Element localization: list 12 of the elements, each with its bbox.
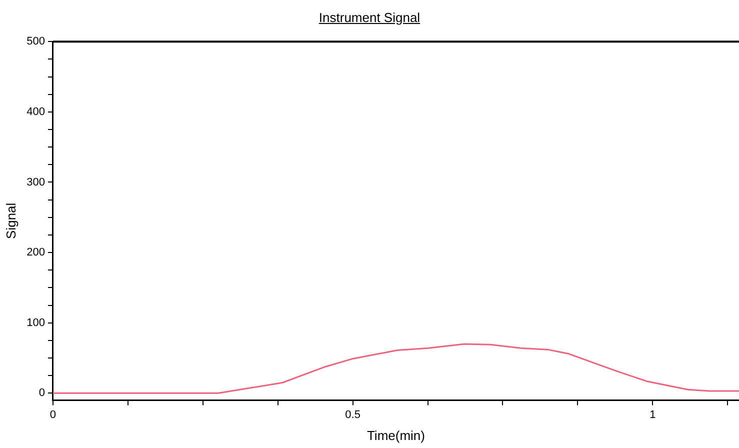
x-tick-label: 0 xyxy=(50,408,56,421)
x-tick-label: 1 xyxy=(650,408,656,421)
y-tick-label: 0 xyxy=(38,387,45,400)
y-tick-label: 400 xyxy=(26,106,45,118)
y-tick-label: 200 xyxy=(26,246,45,259)
chart-title: Instrument Signal xyxy=(318,10,422,25)
y-tick-label: 300 xyxy=(26,176,45,188)
x-axis-title: Time(min) xyxy=(366,428,425,443)
x-tick-label: 0.5 xyxy=(345,408,360,421)
y-tick-label: 100 xyxy=(26,316,45,329)
y-tick-label: 500 xyxy=(26,36,45,48)
y-axis-title: Signal xyxy=(3,202,18,239)
